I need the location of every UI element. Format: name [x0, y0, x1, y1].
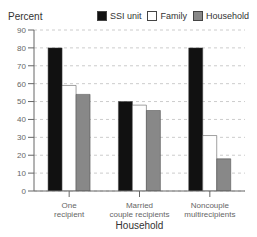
- svg-text:20: 20: [17, 151, 26, 160]
- svg-text:0: 0: [22, 187, 27, 196]
- html-text:Percent: Percent: [8, 10, 43, 22]
- svg-text:10: 10: [17, 169, 26, 178]
- svg-text:Onerecipient: Onerecipient: [54, 201, 85, 219]
- svg-text:Household: Household: [116, 220, 164, 229]
- svg-text:30: 30: [17, 133, 26, 142]
- html-text:SSI unit: SSI unit: [109, 11, 142, 21]
- svg-text:50: 50: [17, 97, 26, 106]
- html-text:Household: Household: [206, 11, 249, 21]
- html-text:Family: Family: [160, 11, 187, 21]
- svg-text:60: 60: [17, 80, 26, 89]
- svg-text:70: 70: [17, 62, 26, 71]
- svg-text:40: 40: [17, 115, 26, 124]
- svg-text:Noncouplemultirecipients: Noncouplemultirecipients: [184, 201, 235, 219]
- svg-text:Marriedcouple recipients: Marriedcouple recipients: [109, 201, 169, 219]
- svg-text:80: 80: [17, 44, 26, 53]
- svg-text:90: 90: [17, 26, 26, 35]
